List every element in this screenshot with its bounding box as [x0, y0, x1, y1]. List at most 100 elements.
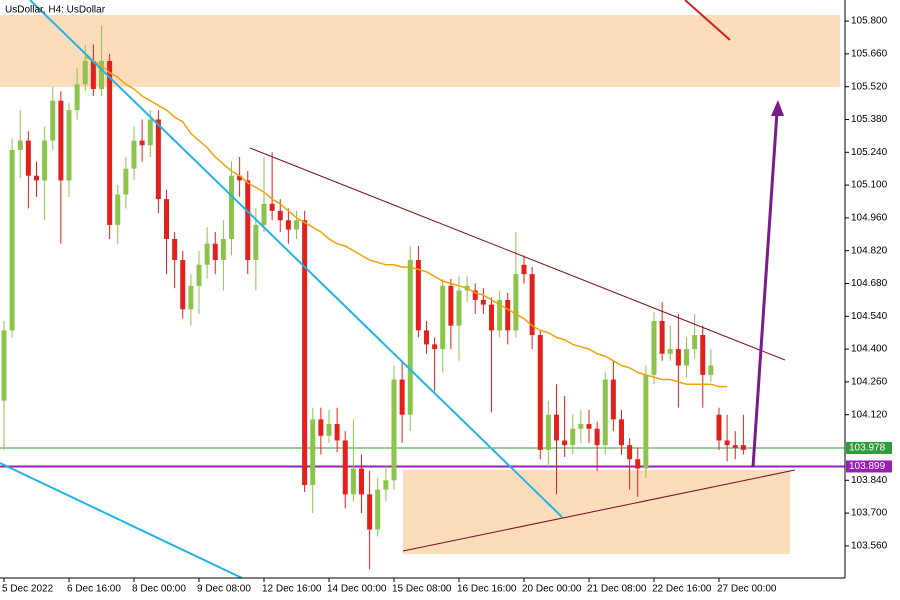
arrow-head: [771, 100, 784, 116]
candle-body: [472, 290, 478, 300]
y-tick-label: 105.800: [851, 16, 888, 27]
candle-body: [643, 374, 649, 469]
y-tick-label: 104.120: [851, 409, 888, 420]
candle-body: [570, 428, 576, 446]
candle-body: [627, 445, 633, 460]
candle-body: [155, 119, 161, 200]
candle-body: [131, 140, 137, 169]
y-tick-label: 104.400: [851, 344, 888, 355]
candle-body: [196, 264, 202, 286]
candle-body: [277, 210, 283, 221]
chart-title: UsDollar, H4: UsDollar: [5, 5, 106, 16]
candle-body: [180, 260, 186, 310]
candle-body: [700, 335, 706, 375]
candle-body: [692, 335, 698, 350]
arrow: [751, 111, 779, 468]
candle-body: [212, 243, 218, 261]
x-tick-label: 22 Dec 16:00: [652, 584, 712, 595]
candle-body: [237, 175, 243, 181]
candle-body: [716, 414, 722, 441]
y-tick-label: 104.960: [851, 213, 888, 224]
candle-body: [74, 84, 80, 111]
candle-body: [310, 419, 316, 485]
x-tick-label: 14 Dec 00:00: [327, 584, 387, 595]
candle-body: [42, 140, 48, 181]
candle-body: [505, 299, 511, 331]
x-tick-label: 27 Dec 00:00: [717, 584, 777, 595]
candle-body: [34, 175, 39, 181]
x-tick-label: 9 Dec 08:00: [197, 584, 251, 595]
price-label: 103.899: [849, 461, 886, 472]
candle-body: [253, 224, 259, 261]
x-tick-label: 16 Dec 16:00: [457, 584, 517, 595]
y-tick-label: 103.700: [851, 508, 888, 519]
candle-body: [204, 243, 210, 265]
candle-body: [115, 194, 121, 225]
candle-body: [188, 285, 194, 310]
x-tick-label: 15 Dec 08:00: [392, 584, 452, 595]
y-tick-label: 103.840: [851, 475, 888, 486]
candle-body: [302, 220, 308, 485]
y-tick-label: 104.820: [851, 245, 888, 256]
candle-body: [82, 60, 88, 85]
candle-body: [123, 168, 129, 195]
candle-body: [529, 274, 535, 336]
candle-body: [383, 480, 389, 490]
y-tick-label: 105.100: [851, 180, 888, 191]
candle-body: [684, 349, 689, 366]
candle-body: [497, 299, 503, 331]
candle-body: [424, 330, 429, 345]
candle-body: [229, 175, 234, 239]
candle-body: [269, 203, 275, 211]
candle-body: [513, 274, 519, 331]
candle-body: [359, 468, 364, 495]
candle-body: [415, 260, 421, 331]
candle-body: [245, 180, 251, 261]
price-label-box: [846, 460, 892, 473]
candle-body: [578, 424, 584, 429]
candle-body: [448, 285, 454, 326]
supply-zone: [0, 15, 840, 87]
candle-body: [740, 445, 746, 450]
trendline: [0, 462, 243, 579]
y-tick-label: 103.560: [851, 541, 888, 552]
plot: [0, 25, 845, 570]
candle-body: [432, 344, 438, 350]
y-tick-label: 105.240: [851, 147, 888, 158]
candle-body: [708, 365, 714, 375]
candle-body: [399, 379, 405, 415]
candle-body: [407, 260, 413, 415]
candle-body: [326, 424, 332, 436]
candle-body: [99, 60, 104, 90]
candle-body: [586, 424, 592, 429]
candle-body: [724, 440, 730, 446]
candle-body: [66, 110, 72, 181]
candle-body: [667, 349, 673, 354]
x-tick-label: 20 Dec 00:00: [522, 584, 582, 595]
candle-body: [350, 468, 356, 495]
candle-body: [147, 119, 153, 146]
y-tick-label: 104.260: [851, 377, 888, 388]
trendline: [402, 469, 796, 552]
x-tick-label: 5 Dec 2022: [2, 584, 54, 595]
x-tick-label: 8 Dec 00:00: [132, 584, 186, 595]
candle-body: [294, 220, 299, 230]
candle-body: [391, 379, 397, 481]
candle-body: [480, 299, 486, 305]
trendline: [684, 0, 731, 41]
candle-body: [602, 379, 608, 446]
price-label: 103.978: [849, 443, 886, 454]
candle-body: [261, 203, 267, 225]
candle-body: [9, 149, 15, 331]
candle-body: [594, 428, 600, 446]
candle-body: [489, 304, 494, 331]
candle-body: [367, 494, 373, 530]
candle-body: [545, 414, 551, 450]
candle-body: [659, 320, 665, 354]
candle-body: [732, 445, 738, 448]
y-tick-label: 104.540: [851, 311, 888, 322]
candle-body: [90, 60, 96, 90]
candle-body: [107, 60, 113, 225]
candle-body: [318, 419, 324, 436]
